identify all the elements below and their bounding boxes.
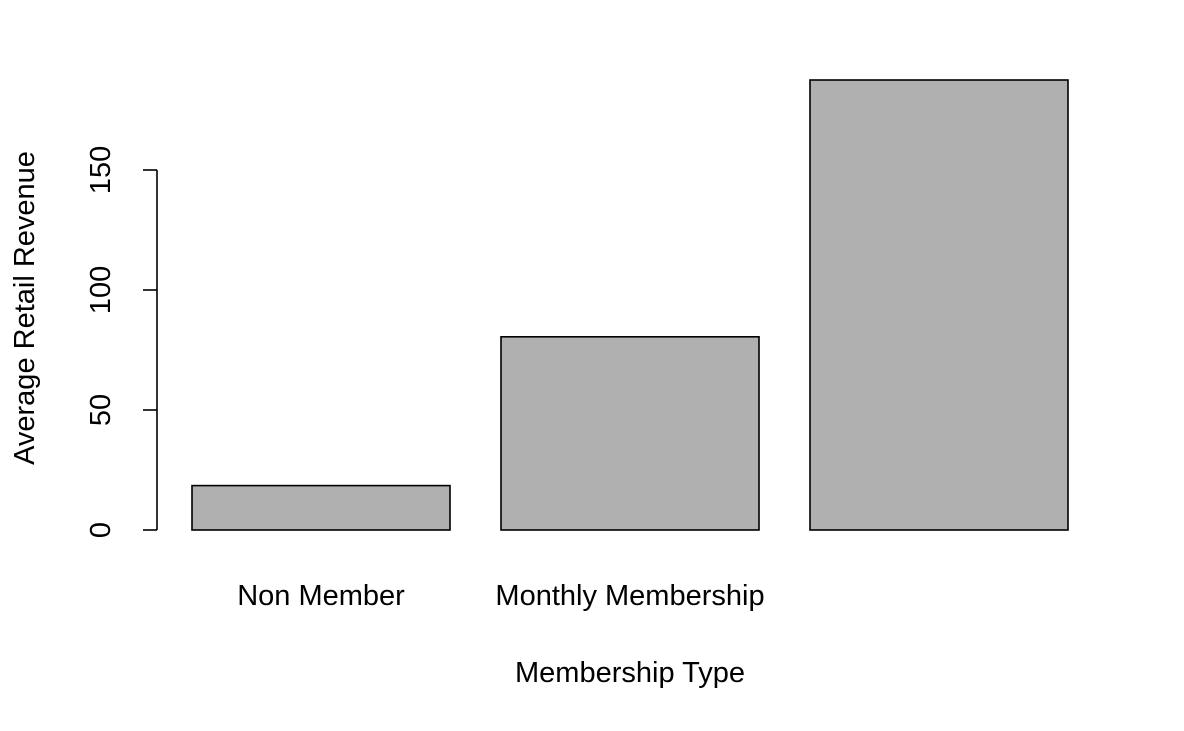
bar-2 [809,79,1069,531]
bar-1 [500,335,760,531]
category-label-1: Monthly Membership [495,580,764,612]
y-axis-title: Average Retail Revenue [9,151,41,465]
y-tick-label-2: 100 [85,266,117,314]
y-tick-label-1: 50 [85,394,117,426]
category-labels: Non Member Monthly Membership [237,580,764,612]
x-axis-title: Membership Type [515,657,745,689]
bar-0 [191,484,451,531]
category-label-0: Non Member [237,580,405,612]
y-axis: 0 50 100 150 [85,146,158,538]
y-tick-label-0: 0 [85,522,117,538]
bars-group [191,79,1069,531]
y-tick-label-3: 150 [85,146,117,194]
